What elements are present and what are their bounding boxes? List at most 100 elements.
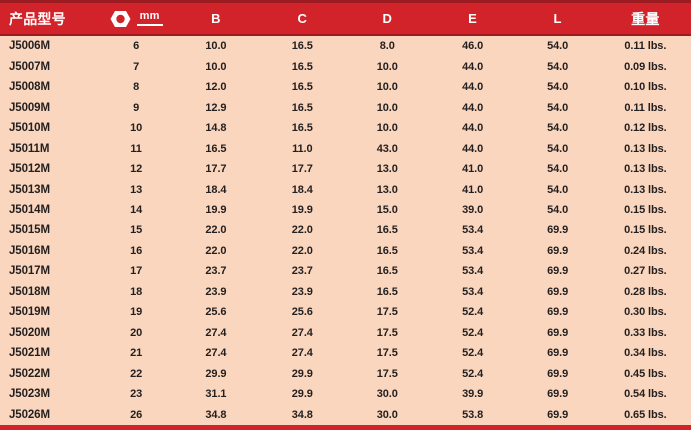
top-rule <box>0 0 691 3</box>
cell-product-model: J5014M <box>9 203 50 216</box>
hex-nut-icon <box>110 10 131 28</box>
cell-e: 41.0 <box>462 183 484 196</box>
cell-e: 44.0 <box>462 101 484 114</box>
cell-product-model: J5006M <box>9 40 50 53</box>
cell-b: 22.0 <box>205 224 227 237</box>
cell-d: 30.0 <box>376 388 398 401</box>
cell-b: 23.7 <box>205 265 227 278</box>
cell-b: 17.7 <box>205 163 227 176</box>
table-row: J5010M 10 14.8 16.5 10.0 44.0 54.0 0.12 … <box>0 118 691 138</box>
cell-e: 46.0 <box>462 40 484 53</box>
cell-l: 69.9 <box>547 326 569 339</box>
cell-l: 54.0 <box>547 183 569 196</box>
cell-c: 16.5 <box>291 60 313 73</box>
cell-l: 69.9 <box>547 408 569 421</box>
cell-product-model: J5019M <box>9 306 50 319</box>
cell-l: 69.9 <box>547 224 569 237</box>
table-row: J5021M 21 27.4 27.4 17.5 52.4 69.9 0.34 … <box>0 343 691 363</box>
cell-b: 29.9 <box>205 367 227 380</box>
cell-l: 54.0 <box>547 163 569 176</box>
cell-c: 22.0 <box>291 224 313 237</box>
cell-c: 17.7 <box>291 163 313 176</box>
cell-e: 52.4 <box>462 347 484 360</box>
cell-size-mm: 19 <box>130 306 143 319</box>
cell-d: 10.0 <box>376 60 398 73</box>
cell-size-mm: 12 <box>130 163 143 176</box>
cell-product-model: J5017M <box>9 265 50 278</box>
cell-c: 23.9 <box>291 285 313 298</box>
cell-l: 54.0 <box>547 122 569 135</box>
cell-product-model: J5015M <box>9 224 50 237</box>
cell-size-mm: 15 <box>130 224 143 237</box>
cell-weight: 0.54 lbs. <box>624 388 667 401</box>
cell-product-model: J5016M <box>9 244 50 257</box>
cell-c: 34.8 <box>291 408 313 421</box>
table-row: J5015M 15 22.0 22.0 16.5 53.4 69.9 0.15 … <box>0 220 691 240</box>
cell-b: 16.5 <box>205 142 227 155</box>
cell-product-model: J5010M <box>9 122 50 135</box>
cell-size-mm: 13 <box>130 183 143 196</box>
cell-size-mm: 20 <box>130 326 143 339</box>
header-e: E <box>468 11 478 26</box>
cell-d: 8.0 <box>379 40 395 53</box>
cell-c: 25.6 <box>291 306 313 319</box>
cell-d: 30.0 <box>376 408 398 421</box>
table-row: J5020M 20 27.4 27.4 17.5 52.4 69.9 0.33 … <box>0 323 691 343</box>
header-bottom-rule <box>0 34 691 36</box>
cell-weight: 0.34 lbs. <box>624 347 667 360</box>
table-body: J5006M 6 10.0 16.5 8.0 46.0 54.0 0.11 lb… <box>0 36 691 425</box>
cell-d: 16.5 <box>376 224 398 237</box>
cell-e: 39.9 <box>462 388 484 401</box>
mm-unit-label: mm <box>136 11 163 26</box>
cell-e: 44.0 <box>462 122 484 135</box>
header-weight: 重量 <box>631 10 660 27</box>
cell-weight: 0.15 lbs. <box>624 224 667 237</box>
cell-weight: 0.33 lbs. <box>624 326 667 339</box>
cell-size-mm: 26 <box>130 408 143 421</box>
cell-c: 18.4 <box>291 183 313 196</box>
cell-b: 31.1 <box>205 388 227 401</box>
cell-e: 53.4 <box>462 265 484 278</box>
header-product-model: 产品型号 <box>9 10 66 27</box>
cell-e: 44.0 <box>462 60 484 73</box>
cell-product-model: J5023M <box>9 388 50 401</box>
cell-size-mm: 9 <box>133 101 140 114</box>
cell-b: 12.0 <box>205 81 227 94</box>
cell-l: 69.9 <box>547 244 569 257</box>
cell-d: 16.5 <box>376 285 398 298</box>
cell-e: 53.8 <box>462 408 484 421</box>
cell-weight: 0.09 lbs. <box>624 60 667 73</box>
cell-product-model: J5018M <box>9 285 50 298</box>
cell-size-mm: 11 <box>130 142 142 155</box>
cell-product-model: J5009M <box>9 101 50 114</box>
cell-l: 69.9 <box>547 285 569 298</box>
cell-d: 16.5 <box>376 244 398 257</box>
cell-product-model: J5026M <box>9 408 50 421</box>
cell-d: 15.0 <box>376 203 398 216</box>
cell-product-model: J5008M <box>9 81 50 94</box>
cell-weight: 0.11 lbs. <box>624 101 667 114</box>
cell-l: 69.9 <box>547 265 569 278</box>
table-row: J5019M 19 25.6 25.6 17.5 52.4 69.9 0.30 … <box>0 302 691 322</box>
cell-size-mm: 23 <box>130 388 143 401</box>
header-size-mm: mm <box>100 10 172 28</box>
cell-b: 23.9 <box>205 285 227 298</box>
cell-b: 10.0 <box>205 40 227 53</box>
cell-b: 34.8 <box>205 408 227 421</box>
cell-d: 17.5 <box>376 347 398 360</box>
cell-product-model: J5012M <box>9 163 50 176</box>
cell-c: 29.9 <box>291 367 313 380</box>
cell-b: 14.8 <box>205 122 227 135</box>
cell-e: 52.4 <box>462 367 484 380</box>
cell-size-mm: 16 <box>130 244 143 257</box>
table-row: J5008M 8 12.0 16.5 10.0 44.0 54.0 0.10 l… <box>0 77 691 97</box>
cell-c: 27.4 <box>291 347 313 360</box>
cell-d: 17.5 <box>376 326 398 339</box>
table-row: J5007M 7 10.0 16.5 10.0 44.0 54.0 0.09 l… <box>0 56 691 76</box>
cell-b: 27.4 <box>205 326 227 339</box>
cell-d: 43.0 <box>376 142 398 155</box>
cell-product-model: J5022M <box>9 367 50 380</box>
cell-e: 53.4 <box>462 285 484 298</box>
header-d: D <box>382 11 393 26</box>
